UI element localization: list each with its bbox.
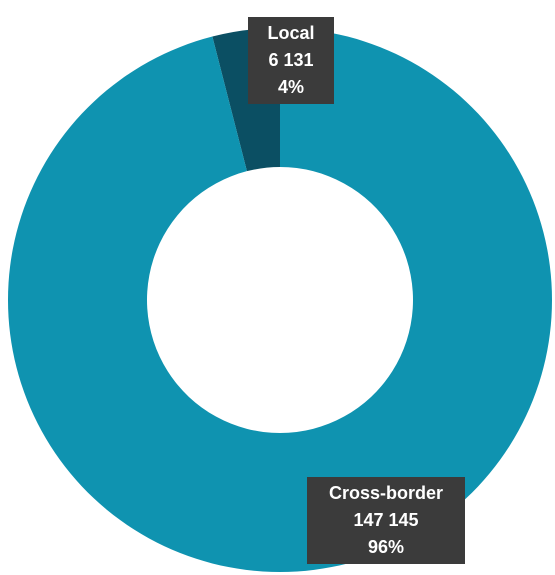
data-label-cross-border: Cross-border 147 145 96% [307,477,465,564]
data-label-local-name: Local [267,23,315,43]
data-label-cross-border-name: Cross-border [328,483,444,503]
donut-slice-cross-border [7,28,552,572]
data-label-cross-border-value: 147 145 [353,510,419,530]
donut-slices [7,28,552,572]
data-label-local-percent: 4% [277,77,304,97]
data-label-local: Local 6 131 4% [248,17,334,104]
data-label-local-value: 6 131 [268,50,314,70]
data-label-cross-border-percent: 96% [367,537,405,557]
